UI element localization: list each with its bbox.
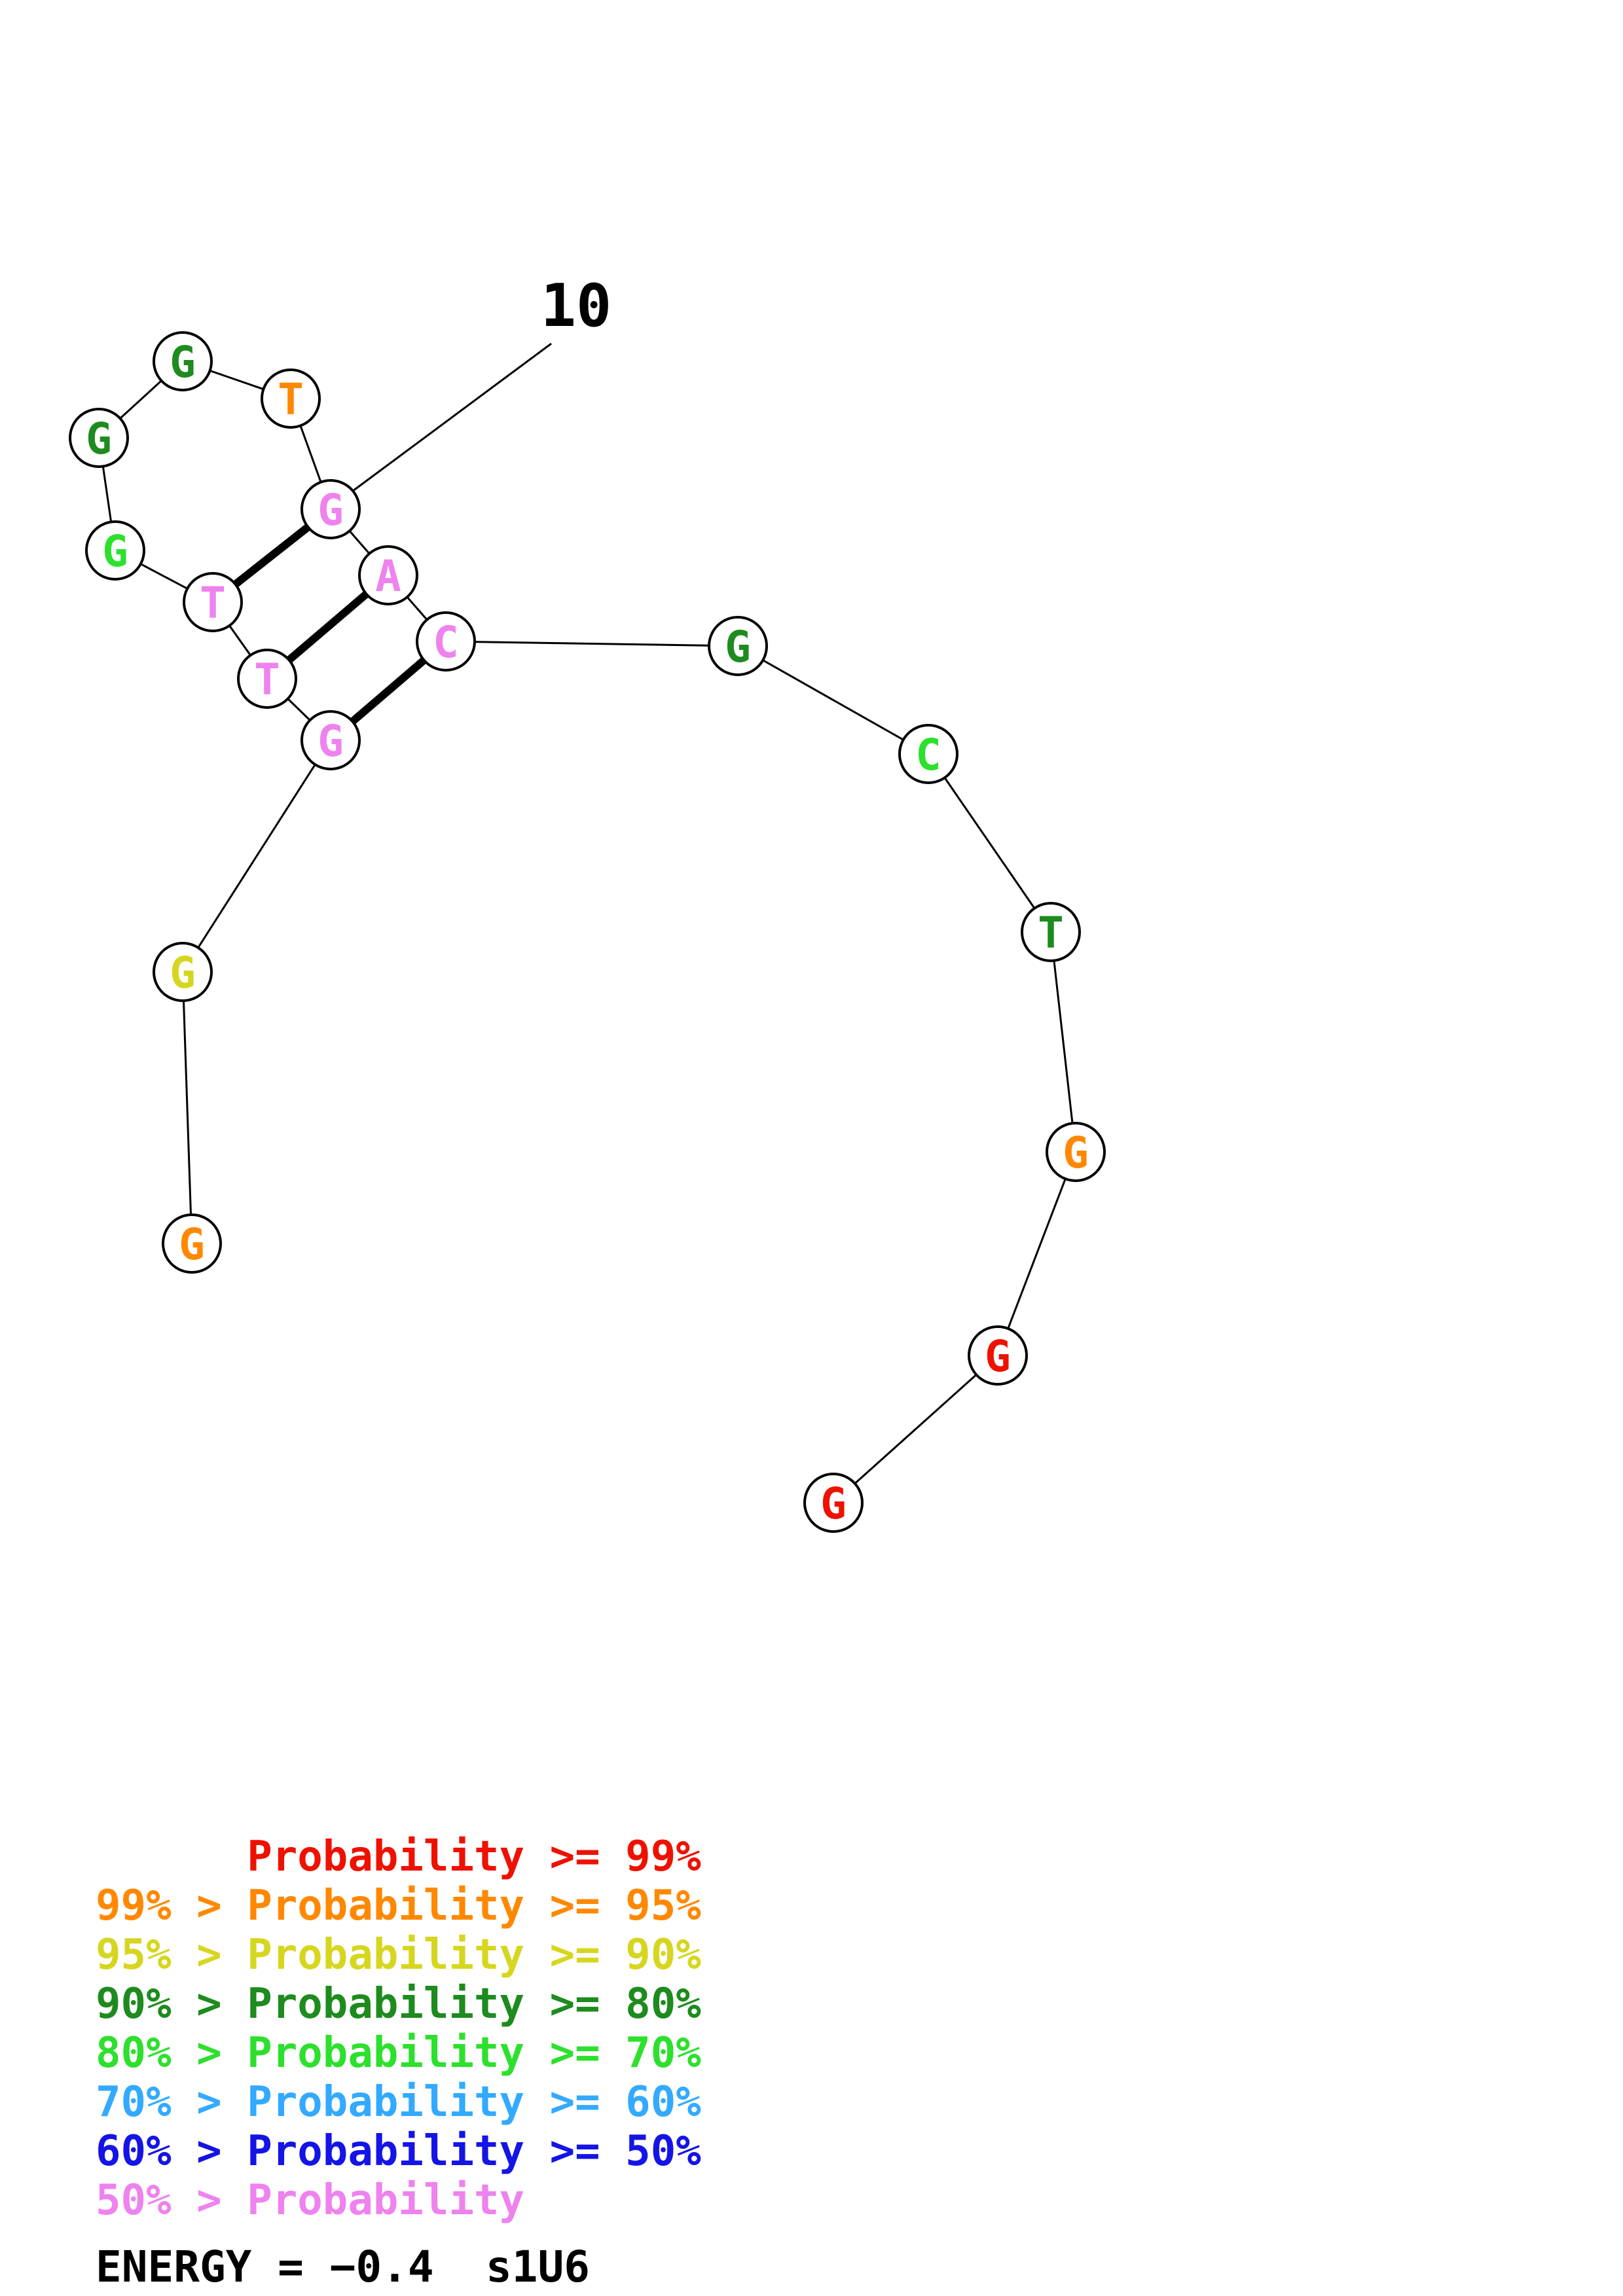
- nucleotide-circle: [162, 1213, 222, 1274]
- index-pointer-line: [352, 342, 552, 492]
- nucleotide-base-letter: G: [170, 337, 196, 387]
- backbone-link: [1049, 931, 1077, 1153]
- nucleotide-base-letter: G: [179, 1219, 205, 1270]
- nucleotide-base-letter: C: [433, 617, 459, 668]
- nucleotide-circle: [416, 611, 476, 672]
- backbone-link: [832, 1354, 999, 1504]
- nucleotide-base-letter: T: [200, 578, 226, 628]
- nucleotide-circle: [153, 331, 213, 391]
- backbone-link: [737, 645, 929, 755]
- backbone-link: [445, 640, 739, 647]
- nucleotide-base-letter: G: [318, 485, 344, 535]
- nucleotide-circle: [183, 572, 243, 632]
- nucleotide-circle: [803, 1473, 864, 1533]
- nucleotide-circle: [261, 368, 321, 429]
- nucleotide-base-letter: T: [1038, 908, 1064, 958]
- backbone-link: [181, 971, 193, 1244]
- nucleotide-circle: [358, 545, 418, 605]
- legend-line: 99% > Probability >= 95%: [96, 1882, 701, 1930]
- backbone-link: [996, 1151, 1077, 1356]
- backbone-link: [181, 740, 332, 973]
- probability-legend: Probability >= 99% 99% > Probability >= 9…: [96, 1833, 701, 2225]
- nucleotide-circle: [85, 520, 145, 581]
- nucleotide-base-letter: G: [170, 948, 196, 998]
- backbone-link: [927, 753, 1052, 933]
- nucleotide-base-letter: C: [915, 730, 941, 780]
- nucleotide-base-letter: A: [375, 551, 401, 601]
- nucleotide-base-letter: T: [278, 374, 304, 425]
- nucleotide-circle: [968, 1325, 1028, 1386]
- nucleotide-base-letter: G: [86, 414, 112, 464]
- legend-line: 80% > Probability >= 70%: [96, 2029, 701, 2077]
- nucleotide-base-letter: G: [985, 1331, 1011, 1382]
- legend-line: 70% > Probability >= 60%: [96, 2078, 701, 2126]
- nucleotide-circle: [69, 408, 129, 468]
- nucleotide-base-letter: G: [1063, 1128, 1089, 1178]
- nucleotide-base-letter: G: [318, 716, 344, 766]
- nucleotide-circle: [898, 724, 958, 784]
- nucleotide-circle: [301, 710, 361, 770]
- legend-line: 95% > Probability >= 90%: [96, 1931, 701, 1979]
- nucleotide-circle: [1021, 902, 1081, 962]
- nucleotide-circle: [301, 479, 361, 539]
- index-label-10: 10: [541, 272, 611, 340]
- nucleotide-base-letter: G: [820, 1479, 847, 1529]
- legend-line: Probability >= 99%: [96, 1833, 701, 1881]
- legend-line: 90% > Probability >= 80%: [96, 1980, 701, 2028]
- nucleotide-base-letter: G: [725, 622, 751, 672]
- nucleotide-base-letter: T: [254, 655, 280, 705]
- nucleotide-circle: [237, 649, 297, 709]
- legend-line: 60% > Probability >= 50%: [96, 2127, 701, 2176]
- nucleotide-circle: [1046, 1122, 1106, 1182]
- nucleotide-circle: [153, 942, 213, 1002]
- energy-label: ENERGY = −0.4 s1U6: [96, 2242, 590, 2292]
- nucleotide-circle: [708, 616, 768, 676]
- nucleotide-base-letter: G: [102, 526, 128, 577]
- legend-line: 50% > Probability: [96, 2176, 525, 2225]
